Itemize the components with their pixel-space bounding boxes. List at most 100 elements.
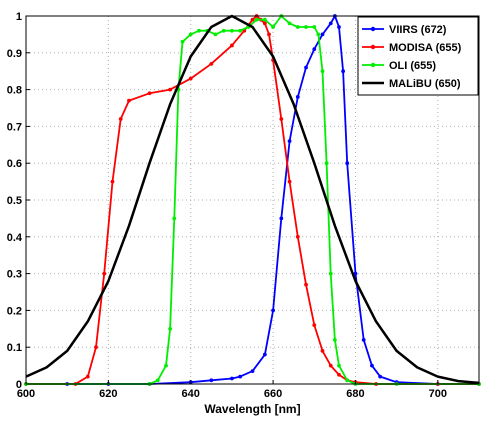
y-tick-label: 0	[16, 379, 22, 391]
data-point	[164, 363, 168, 368]
data-point	[85, 374, 90, 379]
y-tick-label: 0.6	[7, 158, 22, 170]
data-point	[312, 47, 317, 52]
legend-box	[357, 16, 479, 96]
data-point	[180, 39, 185, 44]
data-point	[118, 117, 123, 121]
data-point	[209, 378, 214, 383]
data-point	[147, 91, 152, 96]
data-point	[279, 117, 284, 121]
data-point	[328, 271, 333, 276]
data-point	[271, 308, 275, 313]
data-point	[312, 323, 317, 328]
x-tick-label: 660	[264, 388, 282, 400]
data-point	[238, 28, 243, 33]
legend-label: MALiBU (650)	[389, 78, 461, 90]
data-point	[287, 139, 292, 144]
data-point	[267, 32, 271, 37]
data-point	[168, 326, 173, 331]
y-tick-label: 0.8	[7, 85, 22, 97]
data-point	[345, 161, 350, 166]
data-point	[378, 374, 383, 379]
data-point	[304, 65, 308, 70]
y-tick-label: 0.1	[7, 342, 22, 354]
data-point	[254, 17, 259, 22]
legend-item: MODISA (655)	[362, 42, 462, 54]
data-point	[262, 352, 267, 357]
x-tick-label: 700	[429, 388, 447, 400]
data-point	[337, 372, 341, 377]
data-point	[320, 69, 325, 74]
data-point	[328, 363, 333, 368]
data-point	[94, 345, 98, 350]
data-point	[188, 76, 193, 81]
series-line	[25, 14, 480, 385]
x-tick-label: 640	[182, 388, 200, 400]
data-point	[238, 374, 243, 379]
legend: VIIRS (672) MODISA (655) OLI (655) MALiBU (…	[357, 16, 479, 96]
y-tick-label: 0.5	[7, 195, 22, 207]
data-point	[209, 61, 214, 66]
data-point	[320, 32, 325, 37]
series-line	[26, 15, 479, 385]
data-point	[127, 98, 131, 103]
data-point	[188, 32, 193, 37]
legend-item: VIIRS (672)	[362, 24, 447, 36]
data-point	[304, 25, 308, 29]
data-point	[332, 337, 337, 342]
data-point	[353, 271, 358, 276]
series-3	[24, 14, 481, 386]
data-point	[250, 17, 255, 22]
y-tick-label: 1	[16, 11, 22, 23]
x-tick-label: 600	[17, 388, 35, 400]
data-point	[213, 32, 218, 37]
x-tick-label: 680	[346, 388, 364, 400]
data-point	[110, 179, 115, 184]
legend-marker	[370, 44, 376, 50]
y-tick-label: 0.9	[7, 48, 22, 60]
data-point	[230, 43, 234, 48]
data-point	[250, 369, 255, 374]
legend-label: VIIRS (672)	[389, 24, 447, 36]
data-point	[304, 282, 308, 287]
data-point	[295, 95, 300, 99]
data-point	[295, 25, 300, 29]
data-point	[287, 21, 292, 26]
data-point	[337, 25, 341, 29]
legend-marker	[370, 26, 376, 32]
data-point	[197, 28, 201, 33]
data-point	[279, 216, 284, 221]
legend-marker	[370, 62, 376, 68]
axis-ticks: 600 620 640 660 680 700 0 0.1 0.2 0.3 0.4 0.5 0.6 0.7…	[7, 11, 447, 400]
data-point	[341, 69, 345, 74]
data-point	[262, 21, 267, 26]
data-point	[230, 376, 234, 381]
data-point	[172, 216, 177, 221]
data-point	[337, 363, 341, 368]
series-4	[25, 14, 480, 385]
data-point	[271, 25, 275, 29]
data-point	[287, 179, 292, 184]
data-point	[320, 348, 325, 353]
y-tick-label: 0.7	[7, 121, 22, 133]
y-tick-label: 0.3	[7, 269, 22, 281]
y-tick-label: 0.4	[7, 232, 23, 244]
data-point	[102, 271, 107, 276]
data-point	[324, 161, 329, 166]
data-point	[262, 17, 267, 22]
data-point	[361, 337, 366, 342]
data-point	[370, 363, 374, 368]
data-point	[295, 234, 300, 239]
legend-item: OLI (655)	[362, 60, 436, 72]
data-point	[312, 25, 317, 29]
x-tick-label: 620	[99, 388, 117, 400]
data-point	[221, 28, 226, 33]
x-axis-label: Wavelength [nm]	[204, 402, 300, 416]
y-tick-label: 0.2	[7, 305, 22, 317]
data-point	[316, 32, 321, 37]
data-point	[168, 87, 173, 92]
legend-label: MODISA (655)	[389, 42, 462, 54]
data-point	[155, 378, 160, 383]
data-point	[328, 21, 333, 26]
